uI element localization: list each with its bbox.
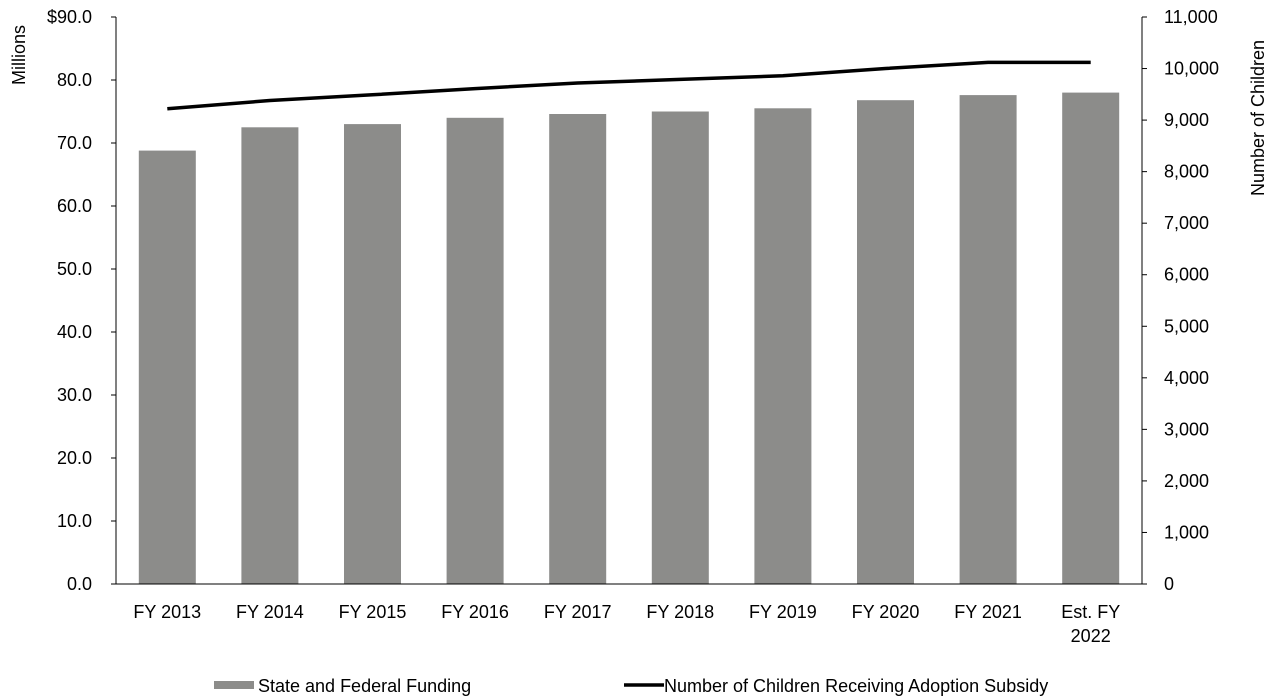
right-tick-label: 5,000 bbox=[1164, 316, 1209, 336]
bar bbox=[446, 117, 504, 585]
x-tick-label: Est. FY bbox=[1061, 602, 1120, 622]
legend: State and Federal Funding Number of Chil… bbox=[214, 676, 1048, 696]
right-tick-label: 4,000 bbox=[1164, 368, 1209, 388]
x-tick-label: FY 2014 bbox=[236, 602, 304, 622]
right-axis-title: Number of Children bbox=[1248, 40, 1268, 196]
bar bbox=[1062, 92, 1120, 584]
bar-series bbox=[138, 92, 1120, 585]
x-tick-label: FY 2018 bbox=[646, 602, 714, 622]
x-tick-label: FY 2020 bbox=[852, 602, 920, 622]
bar bbox=[754, 108, 812, 585]
right-tick-label: 10,000 bbox=[1164, 59, 1219, 79]
left-tick-label: 0.0 bbox=[67, 574, 92, 594]
legend-swatch-funding bbox=[214, 681, 254, 689]
x-tick-label: FY 2019 bbox=[749, 602, 817, 622]
left-axis-title: Millions bbox=[9, 25, 29, 85]
bar bbox=[344, 124, 401, 584]
right-tick-label: 6,000 bbox=[1164, 265, 1209, 285]
left-tick-label: 40.0 bbox=[57, 322, 92, 342]
right-tick-label: 2,000 bbox=[1164, 471, 1209, 491]
children-line bbox=[167, 60, 1091, 111]
bar bbox=[857, 100, 914, 584]
left-tick-label: 60.0 bbox=[57, 196, 92, 216]
legend-label-funding: State and Federal Funding bbox=[258, 676, 471, 696]
bar bbox=[549, 114, 607, 584]
left-tick-label: 80.0 bbox=[57, 70, 92, 90]
left-tick-label: 10.0 bbox=[57, 511, 92, 531]
legend-label-children: Number of Children Receiving Adoption Su… bbox=[664, 676, 1048, 696]
left-tick-label: 20.0 bbox=[57, 448, 92, 468]
bar bbox=[651, 111, 709, 584]
x-tick-label: FY 2015 bbox=[339, 602, 407, 622]
left-tick-label: 30.0 bbox=[57, 385, 92, 405]
axes bbox=[115, 17, 1143, 585]
x-tick-label: FY 2013 bbox=[133, 602, 201, 622]
right-tick-label: 8,000 bbox=[1164, 162, 1209, 182]
x-tick-label: FY 2016 bbox=[441, 602, 509, 622]
x-tick-label: FY 2021 bbox=[954, 602, 1022, 622]
right-tick-label: 7,000 bbox=[1164, 213, 1209, 233]
x-tick-label: FY 2017 bbox=[544, 602, 612, 622]
bar bbox=[959, 95, 1017, 584]
bar bbox=[138, 150, 196, 584]
right-tick-label: 9,000 bbox=[1164, 110, 1209, 130]
bar bbox=[241, 127, 299, 585]
right-tick-label: 0 bbox=[1164, 574, 1174, 594]
right-tick-label: 3,000 bbox=[1164, 419, 1209, 439]
right-axis-ticks: 0 1,000 2,000 3,000 4,000 5,000 6,000 7,000 8,00… bbox=[1142, 7, 1219, 594]
left-axis-ticks: 0.0 10.0 20.0 30.0 40.0 50.0 60.0 70.0 80.0 $90.0 bbox=[47, 7, 116, 594]
left-tick-label: $90.0 bbox=[47, 7, 92, 27]
x-tick-label: 2022 bbox=[1071, 626, 1111, 646]
left-tick-label: 70.0 bbox=[57, 133, 92, 153]
left-tick-label: 50.0 bbox=[57, 259, 92, 279]
x-axis-ticks: FY 2013 FY 2014 FY 2015 FY 2016 FY 2017 FY 20… bbox=[133, 602, 1120, 646]
right-tick-label: 11,000 bbox=[1164, 7, 1218, 27]
right-tick-label: 1,000 bbox=[1164, 522, 1209, 542]
